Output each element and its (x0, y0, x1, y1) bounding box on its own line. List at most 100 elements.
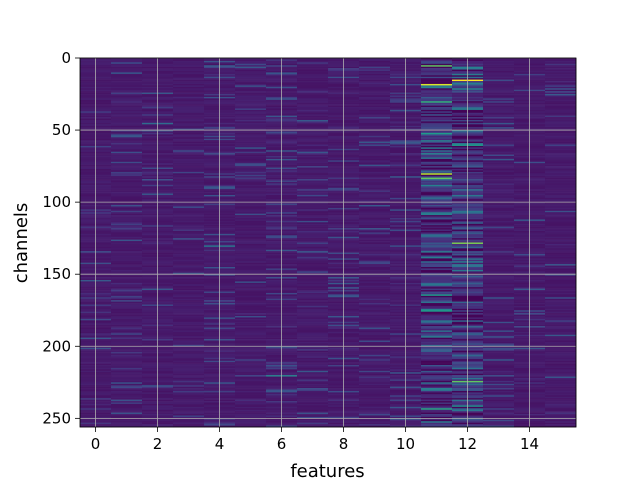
heatmap-cell (421, 416, 453, 419)
heatmap-cell (235, 327, 267, 330)
heatmap-cell (235, 405, 267, 408)
heatmap-cell (421, 320, 453, 323)
heatmap-cell (235, 60, 267, 63)
heatmap-cell (235, 308, 267, 311)
heatmap-cell (359, 160, 391, 163)
heatmap-cell (111, 272, 143, 275)
heatmap-cell (359, 392, 391, 395)
heatmap-cell (297, 117, 329, 119)
heatmap-cell (297, 193, 329, 196)
heatmap-cell (359, 88, 391, 91)
heatmap-cell (483, 98, 515, 101)
heatmap-cell (235, 354, 267, 357)
heatmap-cell (545, 219, 577, 222)
heatmap-cell (297, 147, 329, 150)
heatmap-cell (111, 362, 143, 364)
heatmap-cell (111, 226, 143, 229)
heatmap-cell (483, 356, 515, 359)
heatmap-cell (297, 245, 329, 248)
heatmap-cell (545, 62, 577, 65)
heatmap-cell (483, 255, 515, 258)
heatmap-cell (297, 144, 329, 147)
heatmap-cell (483, 143, 515, 145)
heatmap-cell (297, 212, 329, 214)
heatmap-cell (111, 104, 143, 106)
heatmap-cell (173, 108, 205, 111)
heatmap-cell (483, 278, 515, 281)
heatmap-cell (483, 205, 515, 207)
heatmap-cell (421, 216, 453, 219)
heatmap-cell (235, 174, 267, 177)
heatmap-cell (111, 282, 143, 285)
heatmap-cell (483, 245, 515, 248)
heatmap-cell (297, 346, 329, 349)
heatmap-cell (483, 157, 515, 160)
heatmap-cell (173, 167, 205, 170)
heatmap-cell (235, 154, 267, 157)
heatmap-cell (297, 210, 329, 213)
heatmap-cell (359, 259, 391, 262)
heatmap-cell (173, 402, 205, 405)
heatmap-cell (111, 288, 143, 291)
heatmap-cell (173, 375, 205, 377)
heatmap-cell (173, 369, 205, 372)
heatmap-cell (483, 277, 515, 279)
heatmap-cell (235, 134, 267, 137)
heatmap-cell (359, 418, 391, 421)
heatmap-cell (359, 295, 391, 298)
heatmap-cell (545, 414, 577, 416)
heatmap-cell (421, 220, 453, 223)
heatmap-cell (111, 63, 143, 66)
heatmap-cell (235, 370, 267, 373)
heatmap-cell (297, 88, 329, 91)
heatmap-cell (359, 62, 391, 65)
heatmap-cell (421, 346, 453, 349)
heatmap-cell (111, 170, 143, 173)
heatmap-cell (483, 399, 515, 402)
heatmap-cell (173, 416, 205, 419)
heatmap-cell (297, 166, 329, 168)
heatmap-cell (111, 291, 143, 294)
heatmap-cell (421, 314, 453, 317)
heatmap-cell (297, 121, 329, 124)
heatmap-cell (173, 408, 205, 410)
heatmap-cell (173, 310, 205, 312)
heatmap-cell (483, 360, 515, 363)
heatmap-cell (545, 184, 577, 187)
heatmap-cell (173, 177, 205, 180)
heatmap-cell (545, 119, 577, 122)
heatmap-cell (545, 310, 577, 312)
heatmap-cell (545, 181, 577, 184)
heatmap-cell (111, 377, 143, 380)
heatmap-cell (297, 415, 329, 418)
heatmap-cell (421, 222, 453, 225)
heatmap-cell (359, 94, 391, 96)
heatmap-cell (483, 385, 515, 387)
heatmap-cell (173, 287, 205, 289)
heatmap-cell (235, 76, 267, 79)
heatmap-cell (111, 271, 143, 274)
heatmap-cell (421, 403, 453, 406)
heatmap-cell (111, 150, 143, 152)
heatmap-cell (359, 216, 391, 219)
heatmap-cell (359, 150, 391, 152)
heatmap-cell (545, 419, 577, 422)
heatmap-cell (173, 389, 205, 392)
heatmap-cell (483, 304, 515, 307)
heatmap-cell (111, 256, 143, 259)
heatmap-cell (111, 290, 143, 292)
heatmap-cell (235, 210, 267, 213)
heatmap-cell (359, 380, 391, 383)
heatmap-cell (483, 321, 515, 324)
heatmap-cell (545, 122, 577, 125)
heatmap-cell (297, 95, 329, 98)
heatmap-cell (173, 215, 205, 217)
heatmap-cell (235, 267, 267, 269)
heatmap-cell (297, 406, 329, 409)
heatmap-cell (359, 356, 391, 359)
heatmap-cell (173, 148, 205, 151)
heatmap-cell (297, 236, 329, 239)
heatmap-cell (297, 158, 329, 161)
heatmap-cell (421, 151, 453, 154)
